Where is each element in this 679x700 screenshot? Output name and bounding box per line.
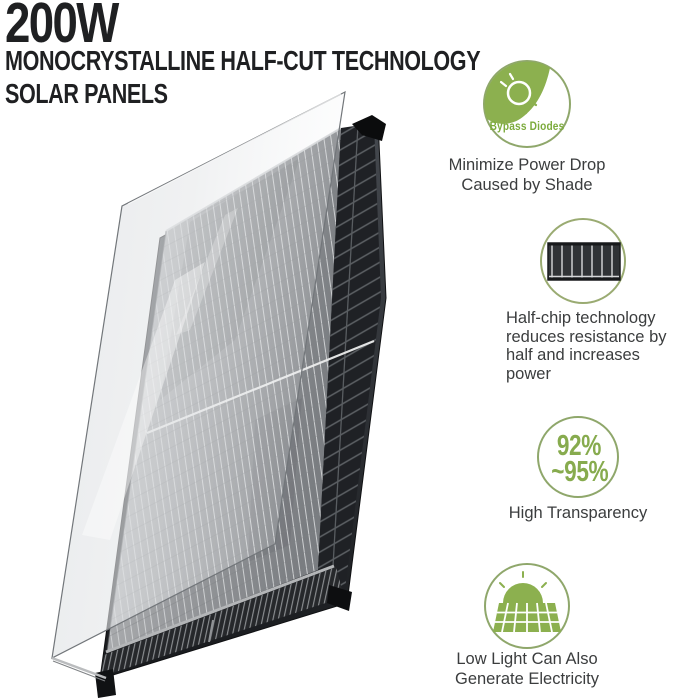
feature-bypass-diodes: Bypass Diodes bbox=[482, 59, 572, 149]
caption-line: half and increases bbox=[506, 346, 640, 364]
feature-low-light-caption: Low Light Can Also Generate Electricity bbox=[429, 650, 625, 689]
caption-line: Half-chip technology bbox=[506, 309, 656, 327]
bypass-diodes-icon bbox=[483, 60, 571, 148]
half-cut-cells-icon bbox=[540, 218, 626, 304]
caption-line: Low Light Can Also bbox=[456, 650, 598, 668]
feature-half-cut bbox=[539, 217, 627, 305]
transparency-value-min: 92% bbox=[556, 430, 601, 462]
transparency-92-95-icon bbox=[537, 416, 619, 498]
feature-transparency-caption: High Transparency bbox=[478, 504, 678, 524]
caption-line: Caused by Shade bbox=[461, 175, 593, 194]
caption-line: Minimize Power Drop bbox=[448, 156, 606, 174]
caption-line: reduces resistance by bbox=[506, 327, 667, 346]
transparency-value-max: ~95% bbox=[551, 456, 609, 488]
title-line-2: SOLAR PANELS bbox=[5, 78, 168, 109]
low-light-icon bbox=[484, 563, 570, 649]
feature-low-light bbox=[483, 562, 571, 650]
caption-line: Generate Electricity bbox=[455, 669, 599, 688]
caption-line: High Transparency bbox=[508, 504, 648, 522]
caption-line: power bbox=[506, 364, 551, 383]
bypass-diodes-label: Bypass Diodes bbox=[489, 121, 565, 133]
feature-bypass-diodes-caption: Minimize Power Drop Caused by Shade bbox=[427, 156, 627, 195]
feature-transparency: 92% ~95% bbox=[536, 415, 620, 499]
wattage-title: 200W bbox=[5, 0, 119, 55]
title-line-1: MONOCRYSTALLINE HALF-CUT TECHNOLOGY bbox=[5, 45, 481, 76]
feature-half-cut-caption: Half-chip technology reduces resistance … bbox=[506, 309, 679, 383]
